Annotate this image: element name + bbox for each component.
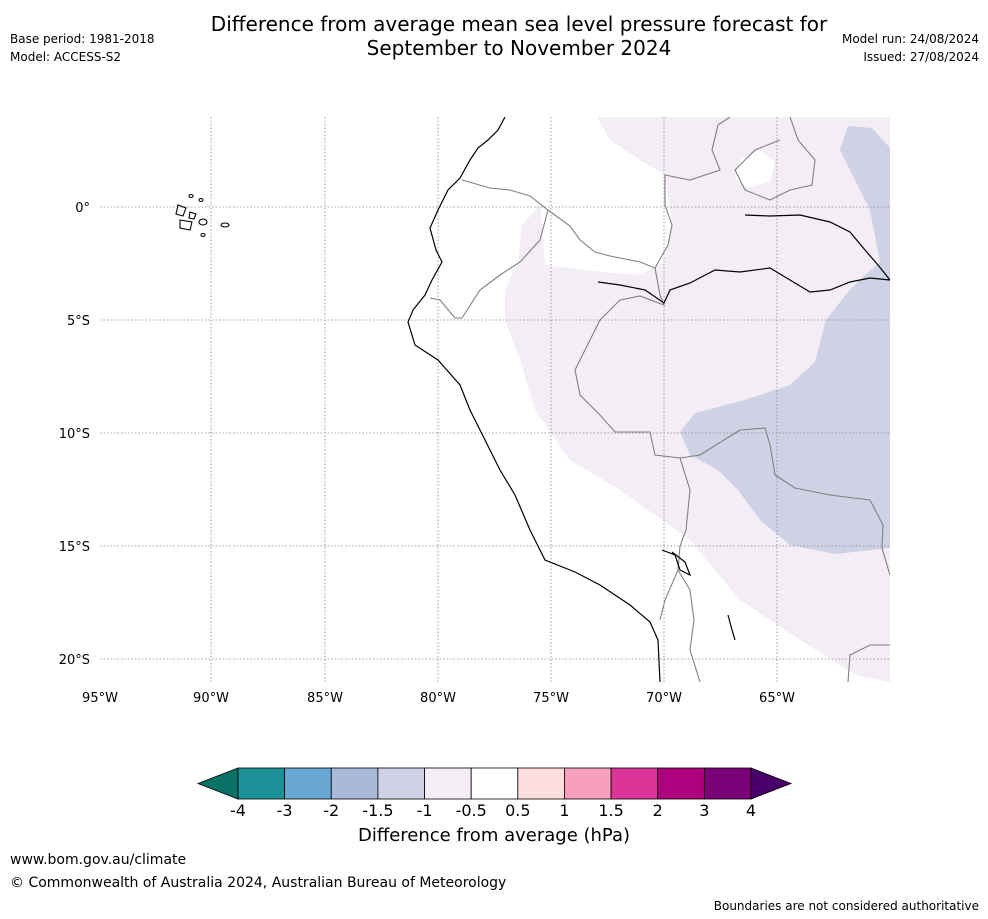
lon-label-75w: 75°W <box>533 691 569 706</box>
graticule <box>100 117 890 682</box>
colorbar-swatch <box>424 767 472 800</box>
latitude-labels: 0° 5°S 10°S 15°S 20°S <box>59 201 90 668</box>
colorbar-tick-label: 3 <box>699 801 709 820</box>
lon-label-85w: 85°W <box>307 691 343 706</box>
footer-url[interactable]: www.bom.gov.au/climate <box>10 852 187 868</box>
colorbar-ticks: -4 -3 -2 -1.5 -1 -0.5 0.5 1 1.5 2 3 4 <box>230 801 756 820</box>
footer-disclaimer: Boundaries are not considered authoritat… <box>713 899 979 913</box>
colorbar-tick-label: 4 <box>746 801 756 820</box>
meta-right: Model run: 24/08/2024 Issued: 27/08/2024 <box>842 30 979 66</box>
meta-left: Base period: 1981-2018 Model: ACCESS-S2 <box>10 30 155 66</box>
colorbar-tick-label: 1 <box>559 801 569 820</box>
title-line-2: September to November 2024 <box>366 36 672 60</box>
footer-copyright: © Commonwealth of Australia 2024, Austra… <box>10 875 507 891</box>
lat-label-0: 0° <box>75 201 90 216</box>
colorbar-tick-label: -3 <box>277 801 293 820</box>
colorbar-title: Difference from average (hPa) <box>357 825 631 846</box>
colorbar-tick-label: 2 <box>653 801 663 820</box>
colorbar-swatch <box>377 767 425 800</box>
colorbar-extend-high <box>750 767 793 800</box>
colorbar-swatch <box>703 767 752 800</box>
lon-label-80w: 80°W <box>420 691 456 706</box>
colorbar-tick-label: -0.5 <box>456 801 487 820</box>
neutral-gap <box>540 200 672 275</box>
galapagos-islands <box>175 193 230 238</box>
base-period: Base period: 1981-2018 <box>10 32 155 46</box>
colorbar-tick-label: -4 <box>230 801 246 820</box>
colorbar-swatch <box>564 767 612 800</box>
lon-label-95w: 95°W <box>82 691 118 706</box>
lon-label-65w: 65°W <box>759 691 795 706</box>
model-run: Model run: 24/08/2024 <box>841 32 979 46</box>
model-name: Model: ACCESS-S2 <box>10 50 122 64</box>
map-area <box>100 117 890 682</box>
lat-label-20s: 20°S <box>59 653 90 668</box>
colorbar <box>196 767 793 800</box>
colorbar-tick-label: -1.5 <box>362 801 393 820</box>
anomaly-region-dark <box>680 126 890 554</box>
colorbar-swatch <box>470 767 519 800</box>
colorbar-tick-label: -1 <box>417 801 433 820</box>
coastlines <box>407 117 890 682</box>
lat-label-10s: 10°S <box>59 427 90 442</box>
colorbar-swatch <box>284 767 332 800</box>
colorbar-swatch <box>657 767 705 800</box>
longitude-labels: 95°W 90°W 85°W 80°W 75°W 70°W 65°W <box>82 691 795 706</box>
country-boundaries <box>429 117 890 682</box>
colorbar-tick-label: 1.5 <box>598 801 623 820</box>
colorbar-swatch <box>330 767 379 800</box>
title-line-1: Difference from average mean sea level p… <box>210 12 828 36</box>
colorbar-tick-label: 0.5 <box>505 801 530 820</box>
colorbar-swatch <box>610 767 659 800</box>
lon-label-90w: 90°W <box>193 691 229 706</box>
lat-label-15s: 15°S <box>59 540 90 555</box>
chart-title: Difference from average mean sea level p… <box>0 12 988 60</box>
colorbar-extend-low <box>196 767 239 800</box>
colorbar-tick-label: -2 <box>323 801 339 820</box>
lon-label-70w: 70°W <box>646 691 682 706</box>
colorbar-swatch <box>237 767 286 800</box>
lat-label-5s: 5°S <box>67 314 90 329</box>
issued-date: Issued: 27/08/2024 <box>863 50 979 64</box>
colorbar-swatch <box>517 767 565 800</box>
